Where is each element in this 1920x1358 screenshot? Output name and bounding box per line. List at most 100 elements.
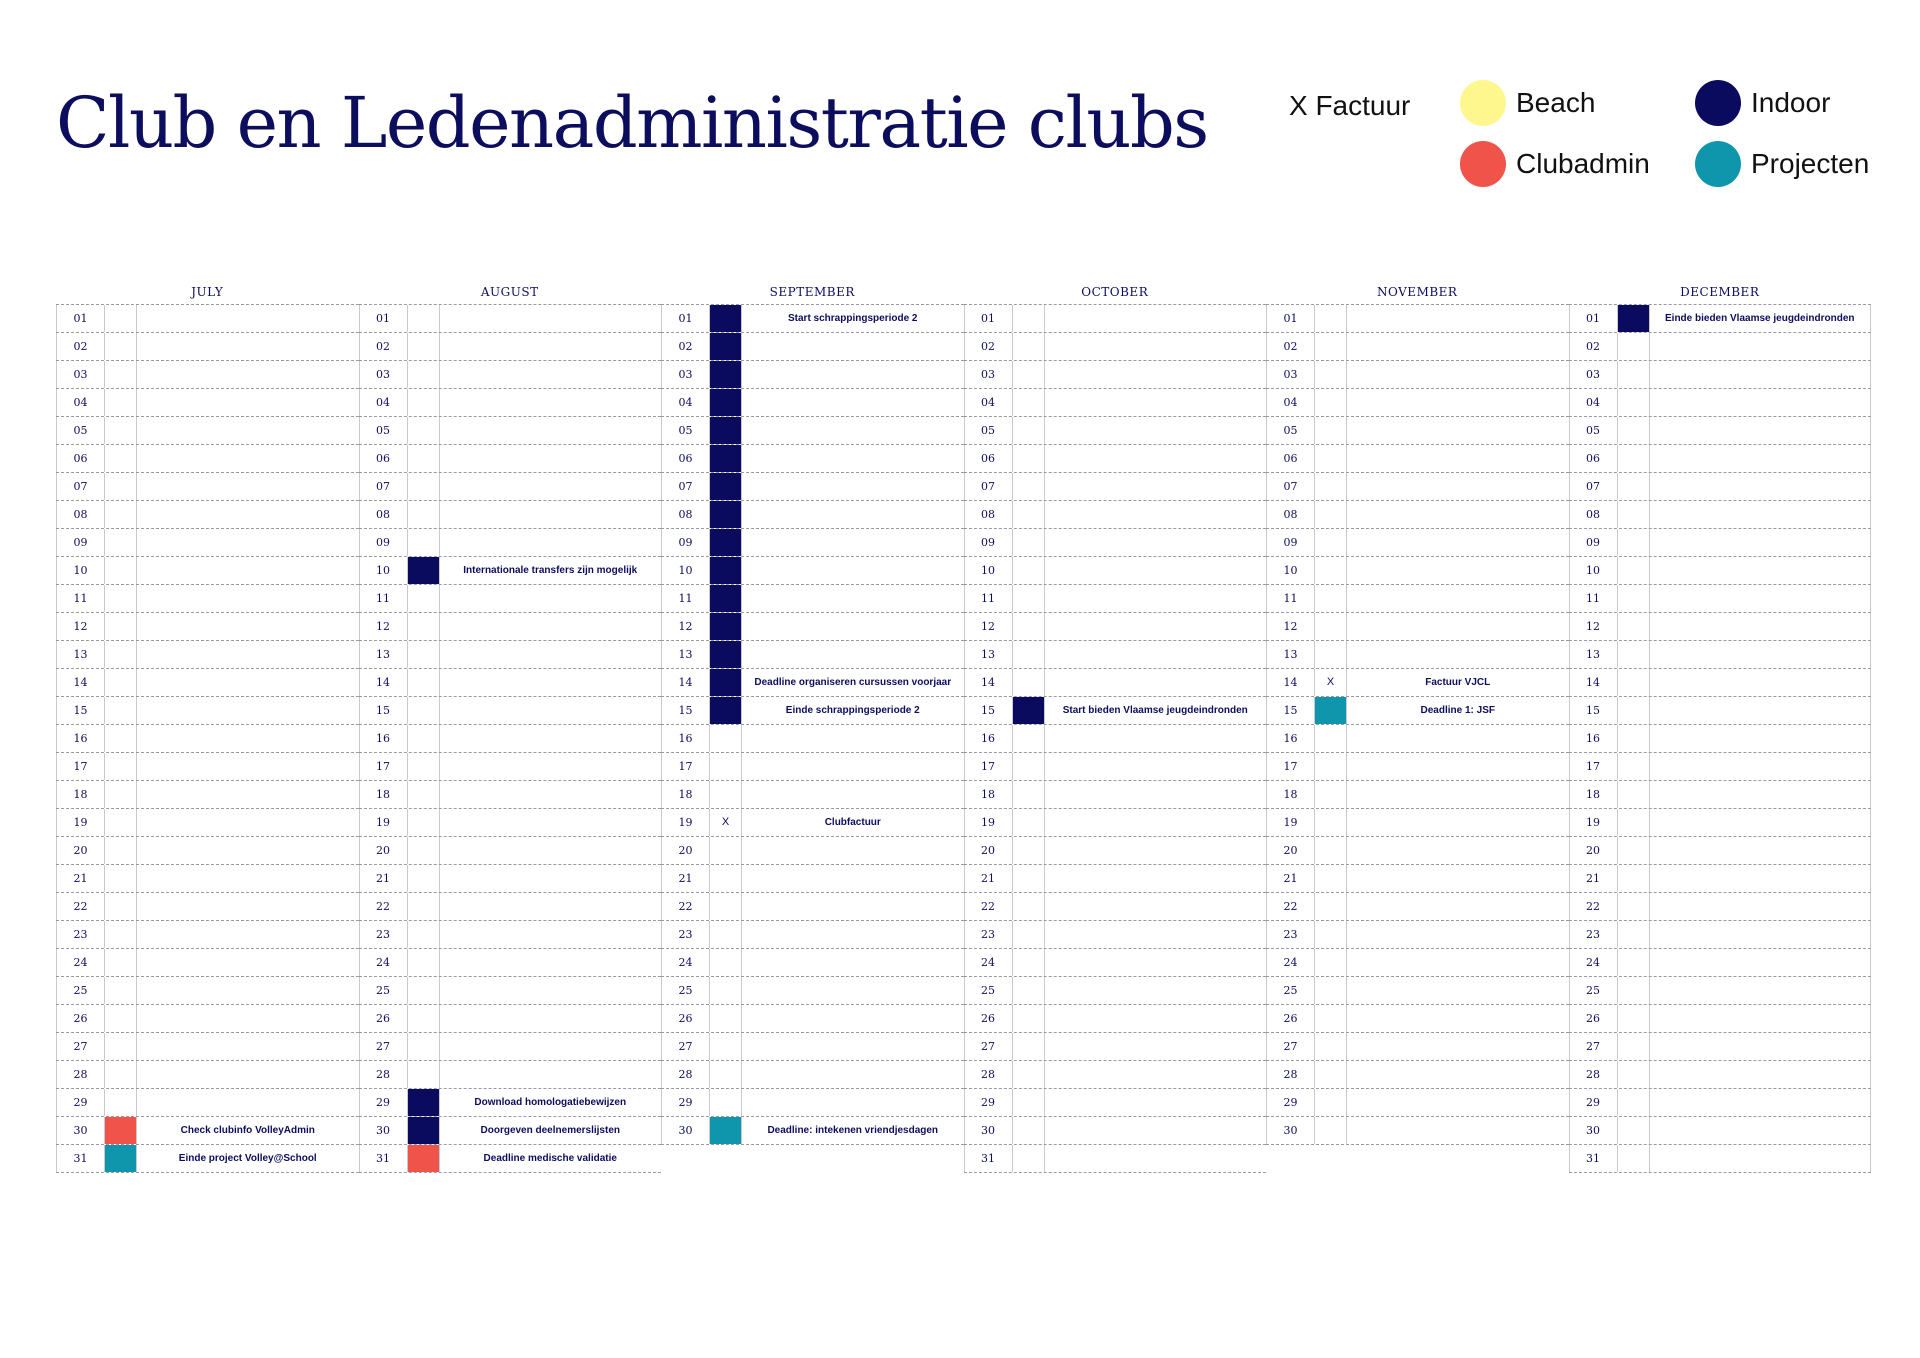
- day-number: 02: [963, 333, 1012, 360]
- day-color-marker: [1314, 921, 1347, 948]
- day-row: 20: [661, 837, 964, 865]
- day-number: 04: [1266, 389, 1314, 416]
- event-label: Start bieden Vlaamse jeugdeindronden: [1062, 705, 1248, 716]
- event-cell: [137, 613, 359, 640]
- day-color-marker: [1616, 809, 1650, 836]
- day-color-marker: [406, 1061, 440, 1088]
- day-row: 11: [661, 585, 964, 613]
- event-cell: [1650, 557, 1871, 584]
- event-cell: [440, 977, 662, 1004]
- beach-dot-icon: [1460, 80, 1506, 126]
- day-row: 22: [661, 893, 964, 921]
- day-color-marker: [1314, 1089, 1347, 1116]
- day-row: 19: [963, 809, 1266, 837]
- day-row: 08: [1266, 501, 1569, 529]
- day-number: 17: [1266, 753, 1314, 780]
- month-header: AUGUST: [480, 285, 539, 299]
- day-number: 27: [1568, 1033, 1617, 1060]
- day-number: 07: [1568, 473, 1617, 500]
- event-cell: [137, 417, 359, 444]
- day-color-marker: [709, 725, 742, 752]
- event-cell: [1347, 977, 1569, 1004]
- event-cell: [742, 725, 964, 752]
- day-row: 16: [963, 725, 1266, 753]
- day-list: 01 02 03 04 05 06 07 08 09 10 11 12 13 14 X Factuur VJC…: [1266, 304, 1569, 1173]
- day-color-marker: [104, 977, 137, 1004]
- day-number: 12: [661, 613, 709, 640]
- day-number: 29: [1568, 1089, 1617, 1116]
- day-number: 09: [1568, 529, 1617, 556]
- event-label: Doorgeven deelnemerslijsten: [480, 1125, 621, 1136]
- day-row: 19: [1568, 809, 1871, 837]
- day-number: 07: [661, 473, 709, 500]
- month-header: DECEMBER: [1680, 285, 1760, 299]
- event-cell: [440, 1033, 662, 1060]
- day-color-marker: [709, 781, 742, 808]
- day-color-marker: [1616, 641, 1650, 668]
- day-row: 06: [963, 445, 1266, 473]
- day-color-marker: [104, 305, 137, 332]
- event-cell: [1045, 949, 1267, 976]
- event-cell: [1045, 361, 1267, 388]
- day-color-marker: [1616, 1089, 1650, 1116]
- event-cell: [1045, 837, 1267, 864]
- event-label: Deadline 1: JSF: [1420, 705, 1495, 716]
- legend-item-indoor: Indoor: [1695, 80, 1830, 126]
- event-cell: [1650, 781, 1871, 808]
- month-october: OCTOBER 01 02 03 04 05 06 07 08 09 10 11 12 13 14 15 Sta…: [963, 280, 1267, 1173]
- month-header: OCTOBER: [1081, 285, 1149, 299]
- event-cell: [1650, 1089, 1871, 1116]
- day-color-marker: [1616, 977, 1650, 1004]
- event-cell: [137, 809, 359, 836]
- day-number: 02: [1568, 333, 1617, 360]
- day-number: 21: [1568, 865, 1617, 892]
- day-color-marker: [406, 809, 440, 836]
- day-row: 02: [1266, 333, 1569, 361]
- event-cell: [1650, 725, 1871, 752]
- event-cell: [1347, 613, 1569, 640]
- day-row: 06: [56, 445, 359, 473]
- day-number: 05: [963, 417, 1012, 444]
- day-number: 04: [56, 389, 104, 416]
- day-color-marker: [1616, 613, 1650, 640]
- day-number: 18: [1266, 781, 1314, 808]
- day-row: 11: [1266, 585, 1569, 613]
- day-row: 10 Internationale transfers zijn mogelijk: [358, 557, 661, 585]
- event-cell: [440, 809, 662, 836]
- day-row: 10: [963, 557, 1266, 585]
- event-cell: [1650, 585, 1871, 612]
- day-number: 06: [1266, 445, 1314, 472]
- day-number: 17: [661, 753, 709, 780]
- day-color-marker: [1314, 417, 1347, 444]
- day-row: 10: [1266, 557, 1569, 585]
- day-color-marker: [1011, 977, 1045, 1004]
- day-number: 08: [1266, 501, 1314, 528]
- event-cell: [742, 921, 964, 948]
- day-number: 05: [358, 417, 407, 444]
- day-number: 26: [963, 1005, 1012, 1032]
- event-cell: [1347, 557, 1569, 584]
- day-number: 30: [358, 1117, 407, 1144]
- month-september: SEPTEMBER 01 Start schrappingsperiode 2 02 0…: [661, 280, 964, 1173]
- month-header: JULY: [191, 285, 224, 299]
- day-number: 04: [1568, 389, 1617, 416]
- day-number: 20: [358, 837, 407, 864]
- day-color-marker: [1011, 1117, 1045, 1144]
- day-number: 25: [1266, 977, 1314, 1004]
- event-cell: [440, 697, 662, 724]
- day-color-marker: [1011, 697, 1045, 724]
- event-cell: [742, 445, 964, 472]
- day-color-marker: [406, 333, 440, 360]
- day-row: 16: [1568, 725, 1871, 753]
- day-color-marker: [1314, 529, 1347, 556]
- day-row: 14 Deadline organiseren cursussen voorjaa…: [661, 669, 964, 697]
- day-color-marker: [1314, 697, 1347, 724]
- event-cell: [1347, 865, 1569, 892]
- day-number: 14: [1568, 669, 1617, 696]
- day-row: 22: [56, 893, 359, 921]
- day-row: 08: [358, 501, 661, 529]
- day-color-marker: [709, 557, 742, 584]
- event-cell: [1045, 1033, 1267, 1060]
- day-number: 31: [1568, 1145, 1617, 1172]
- day-row: 31: [1266, 1145, 1569, 1173]
